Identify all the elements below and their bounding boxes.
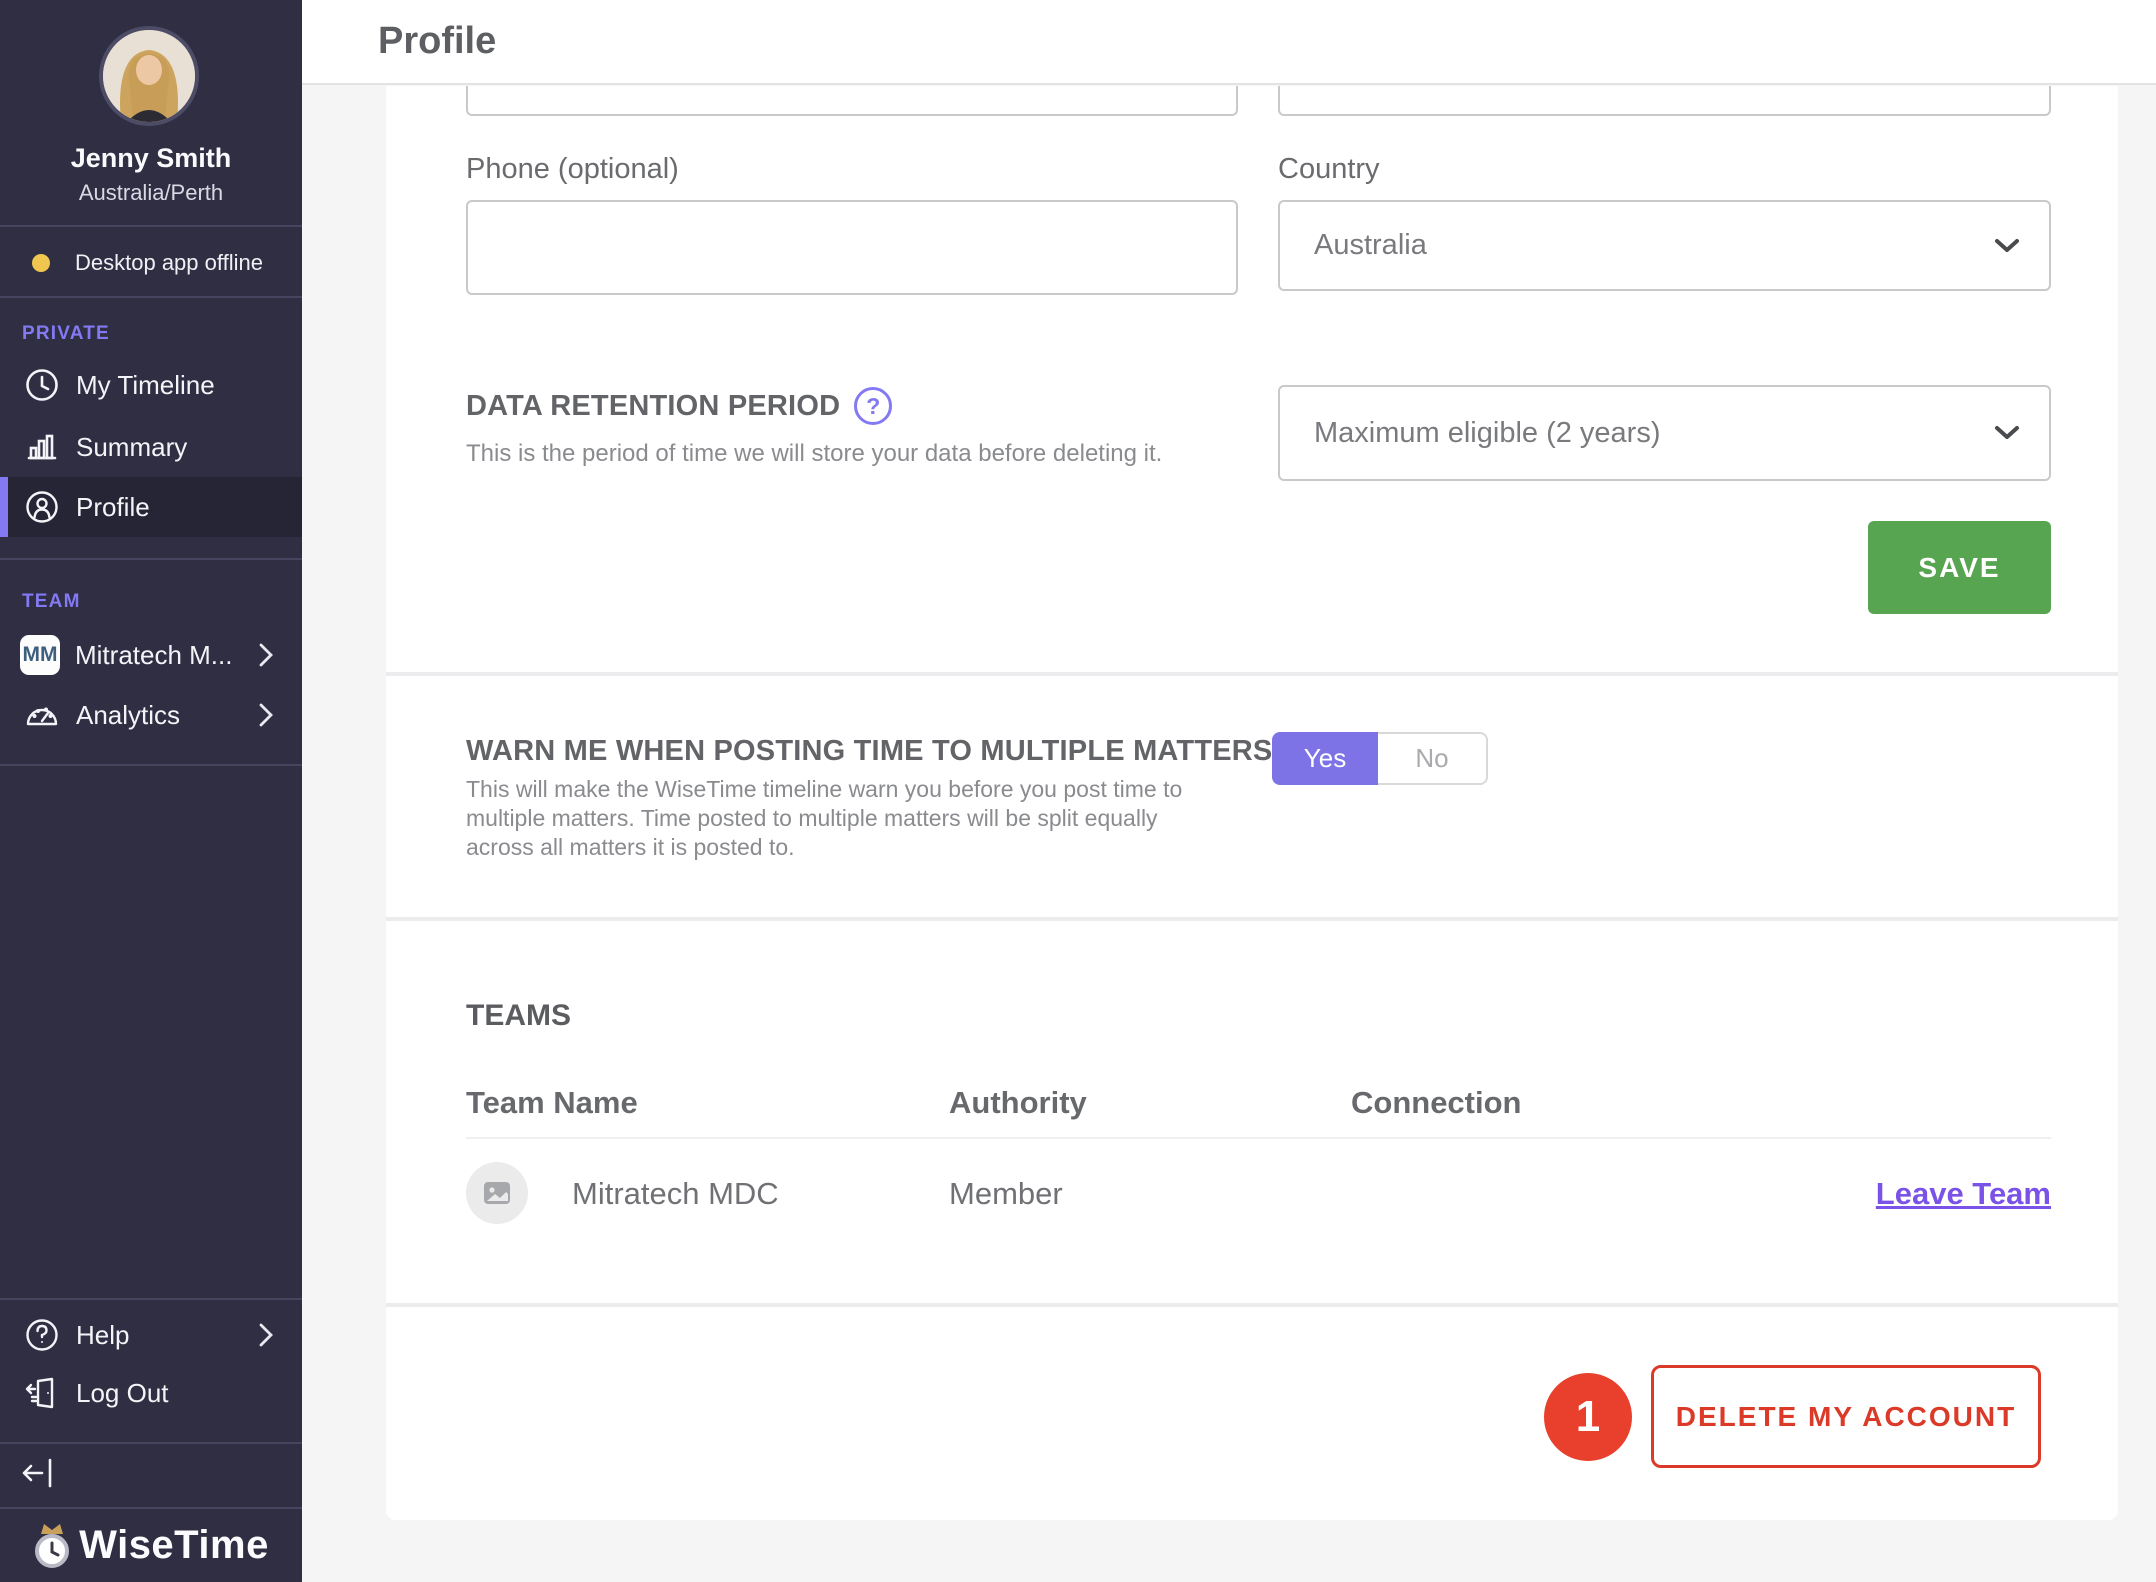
data-retention-label: DATA RETENTION PERIOD	[466, 389, 841, 422]
phone-label: Phone (optional)	[466, 153, 679, 185]
sidebar-item-label: Profile	[76, 491, 150, 522]
data-retention-description: This is the period of time we will store…	[466, 440, 1163, 467]
user-timezone: Australia/Perth	[78, 180, 224, 205]
sidebar-item-label: Analytics	[76, 699, 181, 730]
chevron-down-icon	[1993, 237, 2021, 255]
chevron-right-icon	[256, 1320, 276, 1350]
sidebar-divider	[0, 1298, 302, 1300]
sidebar-item-analytics[interactable]: Analytics	[0, 684, 302, 746]
sidebar-item-label: Summary	[76, 431, 188, 462]
country-select-value: Australia	[1314, 229, 1427, 261]
cropped-input-left[interactable]	[466, 86, 1238, 116]
status-dot-icon	[32, 254, 50, 272]
user-name: Jenny Smith	[70, 143, 232, 173]
profile-card	[386, 86, 2118, 1520]
sidebar-item-label: Mitratech M...	[75, 639, 233, 670]
clock-icon	[24, 367, 60, 403]
warn-setting-description: This will make the WiseTime timeline war…	[466, 776, 1183, 860]
cell-authority: Member	[949, 1176, 1063, 1211]
sidebar-item-my-timeline[interactable]: My Timeline	[0, 354, 302, 416]
avatar	[99, 26, 199, 126]
wisetime-logo-text: WiseTime	[79, 1523, 269, 1567]
warn-toggle: Yes No	[1272, 732, 1488, 785]
page-title: Profile	[378, 20, 497, 62]
chevron-right-icon	[256, 700, 276, 730]
image-placeholder-icon	[484, 1182, 510, 1204]
warn-setting-title: WARN ME WHEN POSTING TIME TO MULTIPLE MA…	[466, 735, 1273, 767]
chevron-right-icon	[256, 640, 276, 670]
person-icon	[24, 489, 60, 525]
data-retention-select-value: Maximum eligible (2 years)	[1314, 416, 1661, 449]
teams-title: TEAMS	[466, 999, 571, 1032]
table-header-rule	[466, 1137, 2051, 1139]
sidebar-item-label: Help	[76, 1319, 130, 1350]
column-header-connection: Connection	[1351, 1085, 1522, 1120]
sidebar-item-summary[interactable]: Summary	[0, 416, 302, 478]
wisetime-logo-icon	[35, 1523, 70, 1568]
bar-chart-icon	[24, 429, 60, 465]
gauge-icon	[24, 697, 60, 733]
data-retention-heading-row: DATA RETENTION PERIOD ?	[466, 387, 893, 425]
toggle-yes-button[interactable]: Yes	[1272, 732, 1378, 785]
status-label: Desktop app offline	[75, 250, 263, 275]
sidebar: Jenny Smith Australia/Perth Desktop app …	[0, 0, 302, 1582]
country-select[interactable]: Australia	[1278, 200, 2051, 291]
sidebar-divider	[0, 764, 302, 766]
collapse-sidebar-icon[interactable]	[20, 1453, 64, 1493]
chevron-down-icon	[1993, 424, 2021, 442]
team-section-label: TEAM	[22, 591, 81, 612]
sidebar-divider	[0, 1442, 302, 1444]
desktop-app-status: Desktop app offline	[0, 232, 302, 294]
section-divider	[386, 917, 2118, 921]
sidebar-divider	[0, 1507, 302, 1509]
leave-team-link[interactable]: Leave Team	[1875, 1176, 2051, 1211]
team-badge: MM	[20, 635, 60, 675]
column-header-team-name: Team Name	[466, 1085, 638, 1120]
avatar-photo	[103, 30, 195, 122]
section-divider	[386, 1303, 2118, 1307]
data-retention-select[interactable]: Maximum eligible (2 years)	[1278, 385, 2051, 481]
sidebar-item-help[interactable]: Help	[0, 1304, 302, 1366]
country-label: Country	[1278, 153, 1380, 185]
sidebar-item-profile[interactable]: Profile	[0, 477, 302, 537]
wisetime-logo: WiseTime	[0, 1509, 302, 1582]
sidebar-item-mitratech-team[interactable]: MM Mitratech M...	[0, 624, 302, 686]
phone-input[interactable]	[466, 200, 1238, 295]
team-logo-placeholder	[466, 1162, 528, 1224]
column-header-authority: Authority	[949, 1085, 1087, 1120]
cell-team-name: Mitratech MDC	[572, 1176, 779, 1211]
sidebar-divider	[0, 296, 302, 298]
sidebar-item-label: My Timeline	[76, 369, 215, 400]
sidebar-item-label: Log Out	[76, 1377, 169, 1408]
help-question-icon[interactable]: ?	[854, 387, 893, 425]
logout-icon	[24, 1375, 60, 1411]
sidebar-item-log-out[interactable]: Log Out	[0, 1362, 302, 1424]
private-section-label: PRIVATE	[22, 323, 110, 344]
sidebar-divider	[0, 558, 302, 560]
cropped-input-right[interactable]	[1278, 86, 2051, 116]
page-header: Profile	[302, 0, 2156, 85]
sidebar-divider	[0, 225, 302, 227]
delete-account-button[interactable]: DELETE MY ACCOUNT	[1651, 1365, 2041, 1468]
annotation-badge: 1	[1544, 1373, 1632, 1461]
section-divider	[386, 672, 2118, 676]
help-icon	[24, 1317, 60, 1353]
save-button[interactable]: SAVE	[1868, 521, 2051, 614]
toggle-no-button[interactable]: No	[1378, 732, 1488, 785]
